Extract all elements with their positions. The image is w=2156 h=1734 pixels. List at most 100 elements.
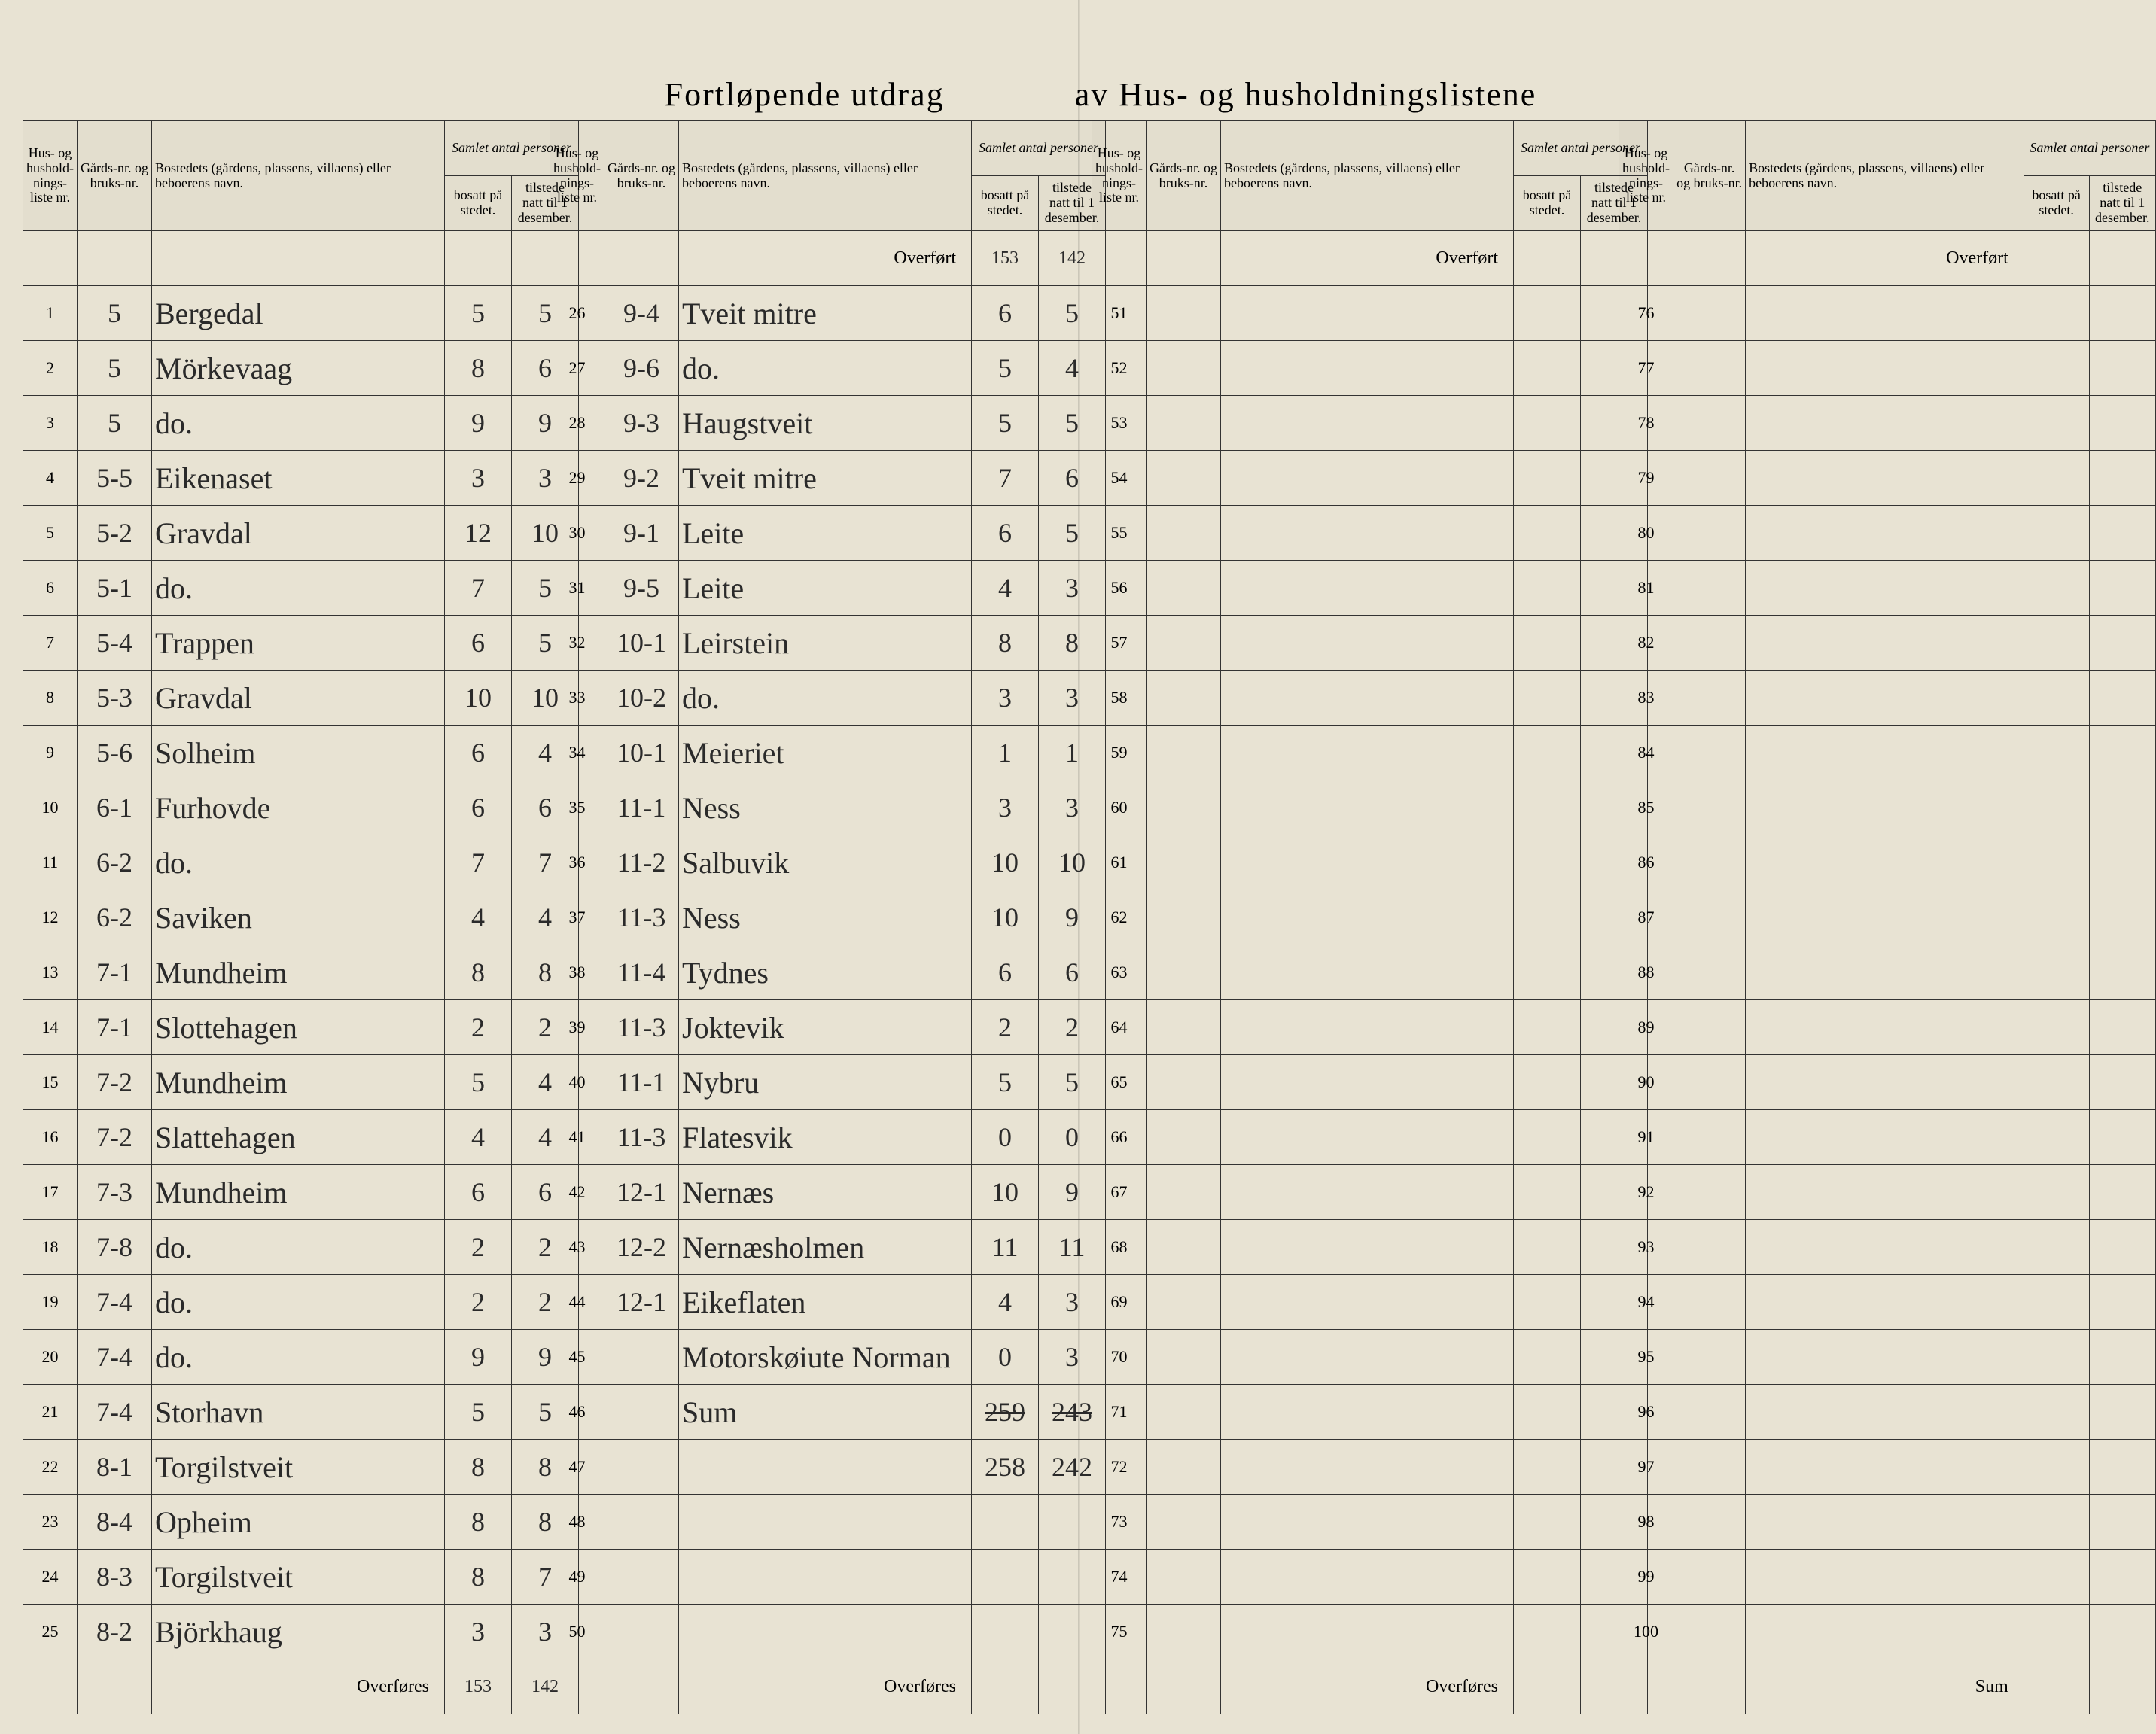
row-gnr bbox=[1147, 286, 1221, 341]
row-bosatt bbox=[2024, 286, 2089, 341]
row-number: 65 bbox=[1092, 1055, 1147, 1110]
row-gnr bbox=[1673, 286, 1746, 341]
ledger-row: 56 bbox=[1092, 561, 1648, 616]
ledger-row: 49 bbox=[550, 1550, 1106, 1605]
row-number: 61 bbox=[1092, 835, 1147, 890]
row-number: 56 bbox=[1092, 561, 1147, 616]
row-bosatt bbox=[972, 1605, 1039, 1659]
row-navn: Torgilstveit bbox=[152, 1550, 445, 1605]
row-gnr: 7-4 bbox=[78, 1385, 152, 1440]
row-bosatt bbox=[2024, 1000, 2089, 1055]
row-number: 54 bbox=[1092, 451, 1147, 506]
row-gnr bbox=[1147, 616, 1221, 671]
row-number: 1 bbox=[23, 286, 78, 341]
row-bosatt: 5 bbox=[445, 286, 512, 341]
row-navn: Leirstein bbox=[679, 616, 972, 671]
row-bosatt bbox=[2024, 1385, 2089, 1440]
row-number: 35 bbox=[550, 780, 604, 835]
row-number: 52 bbox=[1092, 341, 1147, 396]
hdr-tilstede: tilstede natt til 1 desember. bbox=[2089, 176, 2156, 231]
row-number: 76 bbox=[1619, 286, 1673, 341]
hdr-bosatt: bosatt på stedet. bbox=[972, 176, 1039, 231]
ledger-row: 41 11-3 Flatesvik 0 0 bbox=[550, 1110, 1106, 1165]
row-navn bbox=[1221, 1495, 1514, 1550]
row-gnr: 7-4 bbox=[78, 1275, 152, 1330]
row-navn bbox=[1221, 616, 1514, 671]
row-navn: Sum bbox=[679, 1385, 972, 1440]
ledger-table-4: Hus- og hushold-nings-liste nr. Gårds-nr… bbox=[1619, 120, 2156, 1714]
row-navn bbox=[1746, 1495, 2024, 1550]
overfores-label: Overføres bbox=[679, 1659, 972, 1714]
row-number: 26 bbox=[550, 286, 604, 341]
row-gnr: 5-6 bbox=[78, 726, 152, 780]
row-gnr bbox=[1673, 726, 1746, 780]
row-navn bbox=[1221, 506, 1514, 561]
ledger-row: 65 bbox=[1092, 1055, 1648, 1110]
row-navn bbox=[1221, 396, 1514, 451]
overfores-bosatt bbox=[1514, 1659, 1581, 1714]
row-gnr: 5-5 bbox=[78, 451, 152, 506]
ledger-row: 13 7-1 Mundheim 8 8 bbox=[23, 945, 579, 1000]
row-number: 84 bbox=[1619, 726, 1673, 780]
overfort-bosatt bbox=[445, 231, 512, 286]
row-bosatt bbox=[2024, 341, 2089, 396]
row-navn: Slottehagen bbox=[152, 1000, 445, 1055]
row-number: 31 bbox=[550, 561, 604, 616]
ledger-table-2: Hus- og hushold-nings-liste nr. Gårds-nr… bbox=[550, 120, 1106, 1714]
row-navn bbox=[1746, 1550, 2024, 1605]
row-bosatt bbox=[1514, 1440, 1581, 1495]
ledger-row: 11 6-2 do. 7 7 bbox=[23, 835, 579, 890]
ledger-row: 73 bbox=[1092, 1495, 1648, 1550]
ledger-row: 31 9-5 Leite 4 3 bbox=[550, 561, 1106, 616]
row-bosatt bbox=[1514, 1110, 1581, 1165]
ledger-row: 59 bbox=[1092, 726, 1648, 780]
row-bosatt: 8 bbox=[445, 1440, 512, 1495]
row-bosatt: 4 bbox=[445, 890, 512, 945]
ledger-row: 27 9-6 do. 5 4 bbox=[550, 341, 1106, 396]
row-navn bbox=[1746, 1440, 2024, 1495]
row-number: 98 bbox=[1619, 1495, 1673, 1550]
row-bosatt: 5 bbox=[972, 341, 1039, 396]
ledger-row: 91 bbox=[1619, 1110, 2156, 1165]
ledger-row: 1 5 Bergedal 5 5 bbox=[23, 286, 579, 341]
row-number: 45 bbox=[550, 1330, 604, 1385]
ledger-row: 71 bbox=[1092, 1385, 1648, 1440]
ledger-row: 82 bbox=[1619, 616, 2156, 671]
row-navn bbox=[1746, 616, 2024, 671]
row-gnr bbox=[1147, 1165, 1221, 1220]
row-bosatt bbox=[2024, 835, 2089, 890]
row-bosatt: 5 bbox=[972, 1055, 1039, 1110]
row-navn bbox=[1746, 671, 2024, 726]
row-bosatt bbox=[1514, 835, 1581, 890]
ledger-row: 98 bbox=[1619, 1495, 2156, 1550]
row-bosatt: 6 bbox=[445, 1165, 512, 1220]
row-navn bbox=[1221, 835, 1514, 890]
row-number: 41 bbox=[550, 1110, 604, 1165]
title-left: Fortløpende utdrag bbox=[665, 75, 945, 114]
row-bosatt bbox=[2024, 1275, 2089, 1330]
row-navn bbox=[1746, 561, 2024, 616]
row-bosatt: 0 bbox=[972, 1330, 1039, 1385]
row-gnr bbox=[1147, 1440, 1221, 1495]
row-number: 73 bbox=[1092, 1495, 1147, 1550]
row-navn bbox=[1221, 1000, 1514, 1055]
row-number: 24 bbox=[23, 1550, 78, 1605]
row-bosatt bbox=[2024, 616, 2089, 671]
hdr-samlet: Samlet antal personer bbox=[2024, 121, 2155, 176]
row-navn bbox=[1746, 506, 2024, 561]
row-number: 20 bbox=[23, 1330, 78, 1385]
row-bosatt bbox=[2024, 1055, 2089, 1110]
row-tilstede bbox=[2089, 1440, 2156, 1495]
row-number: 33 bbox=[550, 671, 604, 726]
row-gnr: 10-1 bbox=[604, 616, 679, 671]
row-gnr bbox=[1673, 1495, 1746, 1550]
ledger-row: 4 5-5 Eikenaset 3 3 bbox=[23, 451, 579, 506]
row-bosatt bbox=[1514, 890, 1581, 945]
row-number: 87 bbox=[1619, 890, 1673, 945]
row-navn bbox=[1746, 1000, 2024, 1055]
row-number: 15 bbox=[23, 1055, 78, 1110]
hdr-navn: Bostedets (gårdens, plassens, villaens) … bbox=[679, 121, 972, 231]
ledger-row: 40 11-1 Nybru 5 5 bbox=[550, 1055, 1106, 1110]
row-tilstede bbox=[2089, 945, 2156, 1000]
row-navn: Opheim bbox=[152, 1495, 445, 1550]
